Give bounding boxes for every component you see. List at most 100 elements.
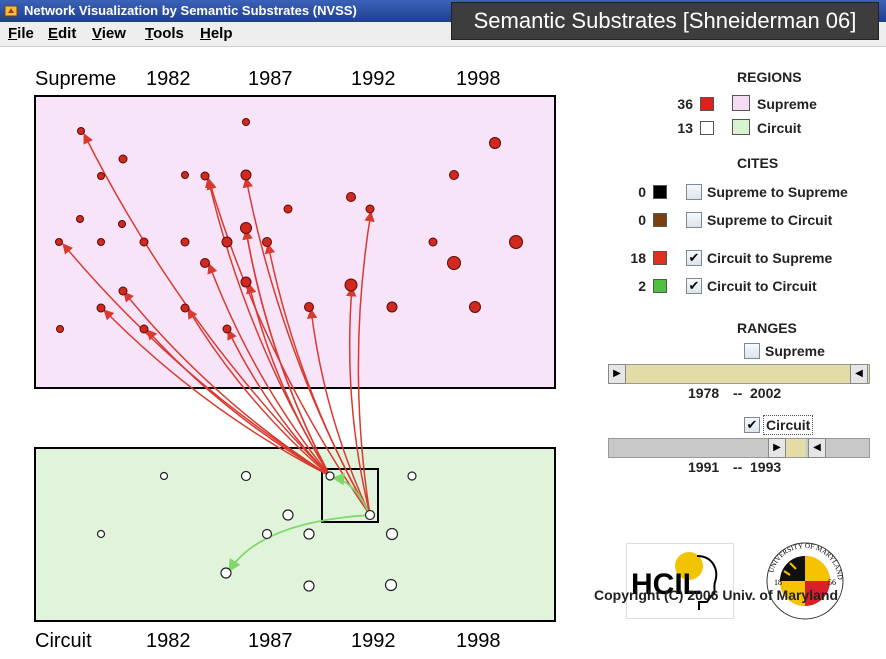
circuit-case-node[interactable] [303, 528, 315, 540]
circuit-range-slider[interactable] [608, 438, 870, 458]
cite-checkbox-supreme-to-supreme[interactable] [686, 184, 702, 200]
circuit-to-supreme-links [62, 133, 375, 516]
supreme-case-node[interactable] [180, 303, 190, 313]
circuit-node-color-swatch[interactable] [700, 121, 714, 135]
svg-text:HCIL: HCIL [631, 568, 701, 601]
circuit-range-min-handle[interactable]: ▶ [768, 438, 786, 458]
supreme-case-node[interactable] [76, 215, 84, 223]
supreme-case-node[interactable] [97, 172, 105, 180]
supreme-case-node[interactable] [139, 324, 149, 334]
circuit-range-selection[interactable] [784, 439, 806, 457]
circuit-case-node[interactable] [240, 470, 252, 482]
hcil-logo: HCIL [626, 543, 734, 619]
supreme-case-node[interactable] [283, 204, 293, 214]
citation-link [246, 282, 331, 477]
supreme-case-node[interactable] [221, 236, 233, 248]
cite-color-swatch[interactable] [653, 251, 667, 265]
citation-link [62, 243, 331, 477]
supreme-case-node[interactable] [200, 258, 210, 268]
supreme-case-node[interactable] [222, 324, 232, 334]
circuit-region [34, 447, 556, 622]
supreme-range-slider[interactable] [608, 364, 870, 384]
supreme-case-node[interactable] [56, 325, 64, 333]
circuit-case-node[interactable] [407, 471, 417, 481]
circuit-range-sep: -- [733, 459, 743, 475]
circuit-year-label: 1992 [351, 630, 396, 652]
supreme-node-color-swatch[interactable] [700, 97, 714, 111]
circuit-range-to: 1993 [750, 459, 782, 475]
citation-link [306, 307, 371, 516]
cite-color-swatch[interactable] [653, 279, 667, 293]
cite-label: Supreme to Circuit [707, 212, 833, 228]
supreme-range-max-handle[interactable]: ◀ [850, 364, 868, 384]
citation-link [346, 285, 371, 516]
supreme-case-node[interactable] [365, 204, 375, 214]
supreme-case-node[interactable] [240, 276, 252, 288]
circuit-case-node[interactable] [220, 567, 232, 579]
supreme-case-node[interactable] [449, 170, 459, 180]
supreme-case-node[interactable] [447, 256, 461, 270]
supreme-case-node[interactable] [386, 301, 398, 313]
supreme-case-node[interactable] [240, 169, 252, 181]
umd-seal-graphic: 18 56 UNIVERSITY OF MARYLAND [766, 542, 844, 620]
range-label-circuit: Circuit [763, 415, 814, 435]
citation-link [205, 176, 331, 477]
citation-link [242, 228, 331, 477]
supreme-case-node[interactable] [118, 286, 128, 296]
cite-color-swatch[interactable] [653, 185, 667, 199]
supreme-range-from: 1978 [688, 385, 720, 401]
supreme-case-node[interactable] [96, 303, 106, 313]
supreme-case-node[interactable] [344, 278, 358, 292]
circuit-case-node[interactable] [282, 509, 294, 521]
citation-link [123, 291, 331, 477]
range-checkbox-circuit[interactable]: ✔ [744, 417, 760, 433]
svg-text:56: 56 [828, 578, 836, 587]
menu-file[interactable]: File [8, 25, 34, 42]
circuit-case-node[interactable] [384, 578, 398, 592]
supreme-case-node[interactable] [97, 238, 105, 246]
supreme-case-node[interactable] [200, 171, 210, 181]
supreme-case-node[interactable] [240, 222, 252, 234]
cite-color-swatch[interactable] [653, 213, 667, 227]
circuit-case-node[interactable] [325, 471, 335, 481]
range-checkbox-supreme[interactable] [744, 343, 760, 359]
supreme-case-node[interactable] [181, 171, 189, 179]
supreme-case-node[interactable] [428, 237, 438, 247]
supreme-range-min-handle[interactable]: ▶ [608, 364, 626, 384]
circuit-case-node[interactable] [96, 529, 106, 539]
supreme-case-node[interactable] [55, 238, 63, 246]
supreme-case-node[interactable] [509, 235, 523, 249]
supreme-case-node[interactable] [242, 118, 250, 126]
supreme-case-node[interactable] [118, 220, 126, 228]
circuit-range-max-handle[interactable]: ◀ [808, 438, 826, 458]
supreme-case-node[interactable] [489, 137, 501, 149]
supreme-case-node[interactable] [346, 192, 356, 202]
circuit-case-node[interactable] [364, 509, 376, 521]
menu-tools[interactable]: Tools [145, 25, 184, 42]
menu-help[interactable]: Help [200, 25, 233, 42]
circuit-region-color-swatch[interactable] [732, 119, 750, 135]
circuit-case-node[interactable] [261, 528, 273, 540]
supreme-case-node[interactable] [77, 127, 85, 135]
slide-title-overlay: Semantic Substrates [Shneiderman 06] [451, 2, 879, 40]
svg-text:18: 18 [774, 578, 782, 587]
circuit-to-circuit-links [228, 472, 371, 573]
supreme-case-node[interactable] [139, 237, 149, 247]
supreme-case-node[interactable] [118, 154, 128, 164]
supreme-case-node[interactable] [469, 301, 481, 313]
cites-header: CITES [737, 155, 779, 171]
circuit-case-node[interactable] [385, 527, 399, 541]
supreme-case-node[interactable] [180, 237, 190, 247]
circuit-case-node[interactable] [159, 471, 169, 481]
circuit-case-node[interactable] [303, 580, 315, 592]
menu-edit[interactable]: Edit [48, 25, 77, 42]
cite-checkbox-circuit-to-supreme[interactable]: ✔ [686, 250, 702, 266]
cite-checkbox-circuit-to-circuit[interactable]: ✔ [686, 278, 702, 294]
supreme-region-label: Supreme [757, 96, 817, 112]
menu-view[interactable]: View [92, 25, 126, 42]
cite-checkbox-supreme-to-circuit[interactable] [686, 212, 702, 228]
supreme-region-color-swatch[interactable] [732, 95, 750, 111]
supreme-case-node[interactable] [262, 237, 272, 247]
supreme-case-node[interactable] [304, 302, 314, 312]
supreme-year-label: 1982 [146, 68, 191, 90]
